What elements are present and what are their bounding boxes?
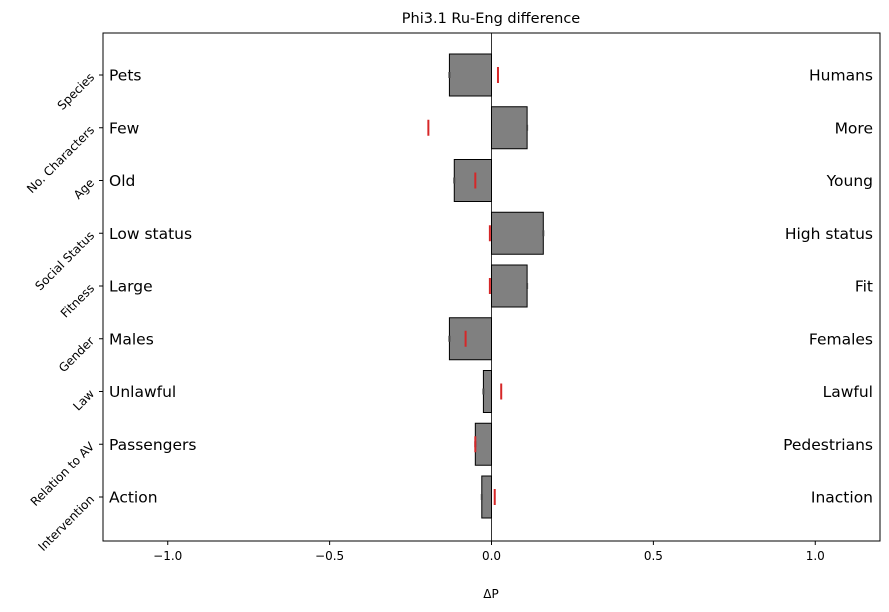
right-label: Fit (855, 278, 873, 296)
left-label: Low status (109, 225, 192, 243)
left-label: Large (109, 278, 153, 296)
right-label: Lawful (823, 383, 873, 401)
chart-title: Phi3.1 Ru-Eng difference (402, 11, 581, 27)
right-label: Females (809, 330, 873, 348)
y-tick-label: Age (71, 176, 97, 202)
y-tick-label: Law (70, 387, 97, 414)
bar (474, 422, 492, 466)
right-label: Pedestrians (783, 436, 873, 454)
markers-layer (427, 67, 503, 505)
x-tick-label: −1.0 (153, 549, 182, 563)
labels-layer: Pets Humans Few More Old Young Low status High … (109, 67, 873, 507)
right-label: Inaction (811, 489, 873, 507)
bar (453, 159, 492, 202)
right-label: High status (785, 225, 873, 243)
right-label: Young (826, 172, 873, 190)
bar (481, 475, 493, 519)
bars-layer (448, 53, 545, 519)
left-label: Few (109, 119, 140, 137)
bar (491, 211, 544, 255)
left-label: Pets (109, 67, 141, 85)
left-label: Males (109, 330, 154, 348)
x-tick-label: 0.5 (644, 549, 663, 563)
right-label: More (835, 119, 873, 137)
left-label: Old (109, 172, 135, 190)
x-axis: −1.0 −0.5 0.0 0.5 1.0 (153, 541, 825, 563)
bar (482, 370, 492, 413)
y-tick-label: Gender (56, 334, 97, 375)
right-label: Humans (809, 67, 873, 85)
bar (491, 106, 528, 150)
plot-frame (102, 32, 881, 542)
bar (448, 317, 493, 361)
x-axis-label: ΔP (483, 587, 498, 601)
left-label: Passengers (109, 436, 196, 454)
bar (448, 53, 493, 97)
x-tick-label: −0.5 (315, 549, 344, 563)
y-tick-label: Fitness (58, 281, 97, 320)
x-tick-label: 0.0 (482, 549, 501, 563)
x-tick-label: 1.0 (806, 549, 825, 563)
left-label: Action (109, 489, 158, 507)
bar (491, 264, 528, 308)
left-label: Unlawful (109, 383, 176, 401)
y-tick-label: Species (55, 70, 98, 113)
